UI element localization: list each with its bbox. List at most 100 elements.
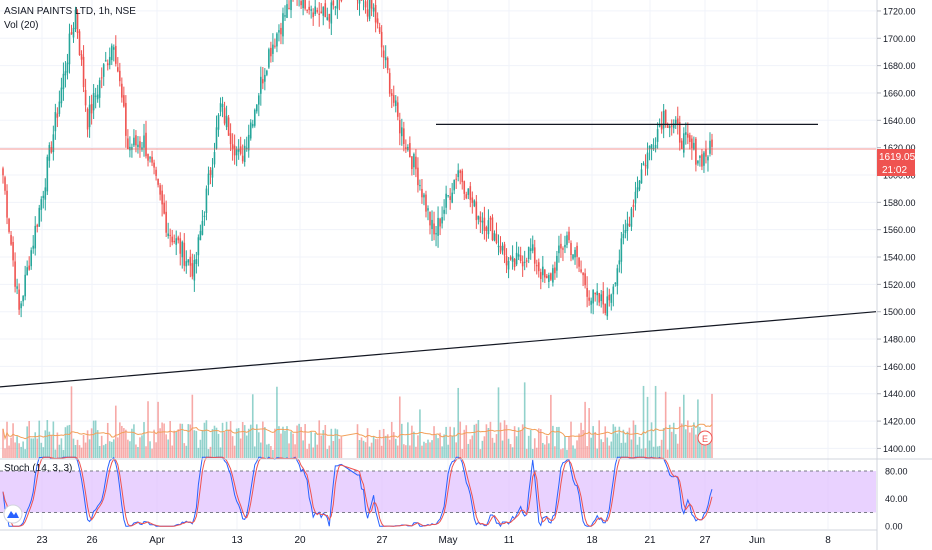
candle-body[interactable] bbox=[328, 13, 331, 22]
candle-body[interactable] bbox=[165, 211, 167, 233]
candle-body[interactable] bbox=[552, 268, 554, 283]
candle-body[interactable] bbox=[403, 128, 405, 144]
candle-body[interactable] bbox=[523, 261, 526, 263]
candle-body[interactable] bbox=[119, 70, 121, 82]
candle-body[interactable] bbox=[185, 261, 188, 267]
candle-body[interactable] bbox=[278, 30, 280, 33]
candle-body[interactable] bbox=[636, 187, 639, 192]
candle-body[interactable] bbox=[308, 6, 310, 11]
candle-body[interactable] bbox=[366, 9, 369, 17]
candle-body[interactable] bbox=[207, 173, 210, 185]
candle-body[interactable] bbox=[503, 244, 506, 256]
candle-body[interactable] bbox=[80, 54, 83, 60]
candle-body[interactable] bbox=[646, 152, 649, 169]
candle-body[interactable] bbox=[467, 188, 470, 195]
candle-body[interactable] bbox=[614, 282, 617, 285]
candle-body[interactable] bbox=[630, 208, 633, 227]
candle-body[interactable] bbox=[243, 145, 246, 163]
candle-body[interactable] bbox=[606, 296, 609, 317]
candle-body[interactable] bbox=[310, 9, 312, 11]
candle-body[interactable] bbox=[388, 72, 391, 94]
candle-body[interactable] bbox=[459, 170, 462, 174]
candle-body[interactable] bbox=[650, 144, 653, 150]
candle-body[interactable] bbox=[703, 152, 705, 166]
candle-body[interactable] bbox=[457, 170, 460, 178]
candle-body[interactable] bbox=[642, 163, 645, 166]
candle-body[interactable] bbox=[28, 265, 30, 270]
candle-body[interactable] bbox=[149, 157, 151, 159]
candle-body[interactable] bbox=[272, 44, 274, 54]
candle-body[interactable] bbox=[483, 217, 486, 231]
candle-body[interactable] bbox=[42, 195, 45, 199]
overlays[interactable] bbox=[0, 123, 877, 388]
candle-body[interactable] bbox=[437, 217, 439, 236]
candle-body[interactable] bbox=[374, 4, 377, 23]
candles[interactable] bbox=[2, 0, 713, 320]
candle-body[interactable] bbox=[34, 225, 37, 249]
candle-body[interactable] bbox=[84, 89, 87, 106]
candle-body[interactable] bbox=[221, 104, 224, 108]
candle-body[interactable] bbox=[98, 80, 101, 98]
candle-body[interactable] bbox=[312, 12, 314, 18]
candle-body[interactable] bbox=[92, 92, 95, 111]
candle-body[interactable] bbox=[193, 259, 196, 281]
candle-body[interactable] bbox=[137, 144, 139, 148]
candle-body[interactable] bbox=[147, 153, 149, 161]
candle-body[interactable] bbox=[618, 260, 621, 265]
candle-body[interactable] bbox=[537, 262, 540, 272]
candle-body[interactable] bbox=[171, 236, 173, 243]
candle-body[interactable] bbox=[654, 144, 657, 149]
candle-body[interactable] bbox=[475, 201, 478, 221]
candle-body[interactable] bbox=[674, 119, 677, 124]
candle-body[interactable] bbox=[94, 95, 97, 97]
candle-body[interactable] bbox=[112, 47, 115, 50]
candle-body[interactable] bbox=[205, 188, 208, 213]
candle-body[interactable] bbox=[370, 0, 373, 9]
candle-body[interactable] bbox=[14, 261, 16, 287]
candle-body[interactable] bbox=[249, 122, 252, 139]
candle-body[interactable] bbox=[473, 200, 476, 207]
candle-body[interactable] bbox=[364, 1, 367, 8]
candle-body[interactable] bbox=[320, 11, 323, 14]
candle-body[interactable] bbox=[535, 265, 538, 267]
candle-body[interactable] bbox=[30, 250, 32, 267]
candle-body[interactable] bbox=[443, 209, 445, 214]
candle-body[interactable] bbox=[572, 254, 574, 259]
candle-body[interactable] bbox=[155, 169, 157, 176]
candle-body[interactable] bbox=[197, 237, 200, 256]
candle-body[interactable] bbox=[266, 70, 268, 75]
candle-body[interactable] bbox=[576, 245, 578, 257]
candle-body[interactable] bbox=[465, 194, 468, 199]
candle-body[interactable] bbox=[86, 108, 89, 130]
candle-body[interactable] bbox=[58, 101, 61, 114]
candle-body[interactable] bbox=[423, 194, 425, 198]
candle-body[interactable] bbox=[427, 208, 429, 211]
candle-body[interactable] bbox=[4, 177, 6, 191]
candle-body[interactable] bbox=[88, 104, 91, 128]
candle-body[interactable] bbox=[394, 100, 397, 106]
candle-body[interactable] bbox=[117, 67, 119, 72]
candle-body[interactable] bbox=[268, 49, 270, 68]
candle-body[interactable] bbox=[8, 218, 10, 232]
candle-body[interactable] bbox=[223, 107, 226, 124]
candle-body[interactable] bbox=[685, 132, 687, 135]
candle-body[interactable] bbox=[491, 217, 494, 240]
candle-body[interactable] bbox=[622, 233, 625, 239]
candle-body[interactable] bbox=[330, 2, 333, 24]
candle-body[interactable] bbox=[584, 273, 586, 286]
candle-body[interactable] bbox=[580, 269, 582, 272]
candle-body[interactable] bbox=[705, 149, 707, 157]
stoch-axis[interactable]: 80.00 40.00 0.00 bbox=[885, 467, 908, 532]
candle-body[interactable] bbox=[203, 215, 206, 217]
candle-body[interactable] bbox=[159, 185, 161, 195]
candle-body[interactable] bbox=[286, 4, 288, 18]
candle-body[interactable] bbox=[640, 169, 643, 184]
candle-body[interactable] bbox=[70, 32, 73, 35]
candle-body[interactable] bbox=[604, 303, 607, 314]
candle-body[interactable] bbox=[201, 220, 204, 235]
candle-body[interactable] bbox=[666, 124, 669, 128]
candle-body[interactable] bbox=[632, 204, 635, 208]
candle-body[interactable] bbox=[533, 247, 536, 264]
candle-body[interactable] bbox=[6, 190, 8, 218]
candle-body[interactable] bbox=[372, 7, 375, 12]
